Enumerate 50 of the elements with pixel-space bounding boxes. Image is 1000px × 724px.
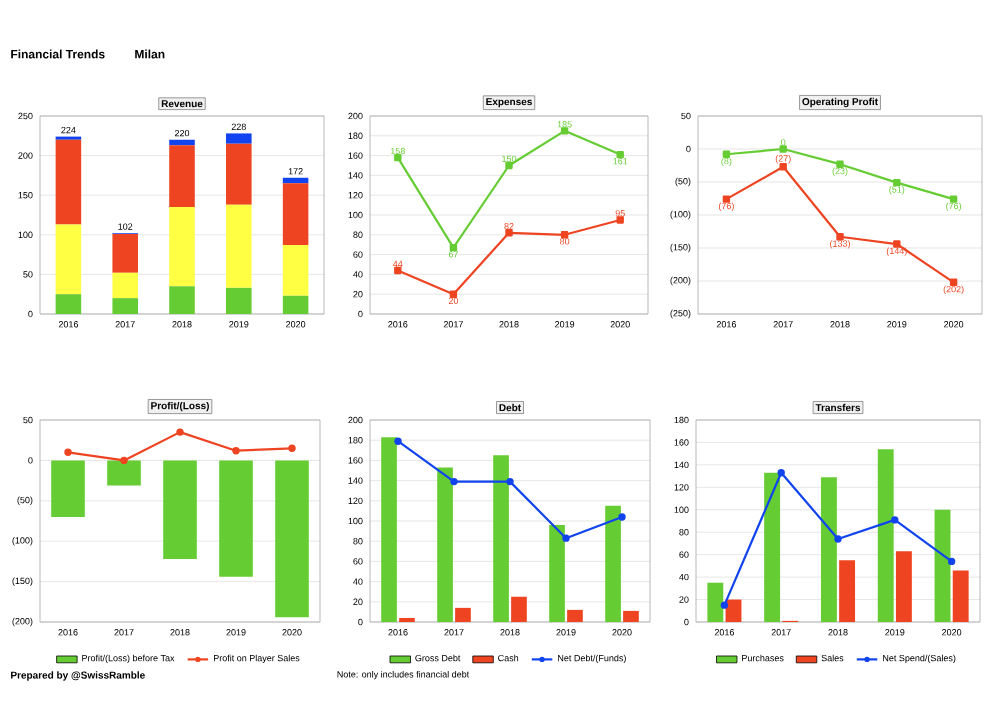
- bar: [934, 509, 951, 622]
- bar: [381, 437, 397, 622]
- bar: [226, 143, 252, 205]
- bar: [169, 139, 195, 146]
- bar: [605, 505, 621, 622]
- bar: [282, 295, 309, 314]
- bar: [112, 234, 138, 273]
- bar: [707, 582, 724, 622]
- bar: [839, 560, 856, 622]
- bar: [895, 551, 912, 622]
- point: [506, 477, 514, 486]
- bar: [226, 204, 252, 288]
- point: [947, 557, 956, 566]
- bar: [226, 287, 252, 314]
- bar: [55, 139, 82, 225]
- bar: [169, 207, 195, 287]
- bar: [764, 472, 781, 622]
- point: [232, 447, 240, 455]
- point: [834, 535, 842, 543]
- bar: [455, 607, 471, 622]
- point: [64, 448, 72, 457]
- bar: [623, 610, 639, 622]
- bar: [282, 245, 309, 296]
- bar: [877, 449, 894, 622]
- bar: [55, 224, 82, 295]
- point: [120, 456, 128, 465]
- bar: [282, 183, 309, 246]
- bar: [169, 286, 195, 314]
- bar: [112, 272, 138, 299]
- bar: [169, 145, 195, 208]
- point: [779, 145, 787, 153]
- bar: [820, 477, 837, 622]
- bar: [112, 298, 138, 314]
- bar: [567, 609, 583, 622]
- bar: [55, 294, 82, 314]
- bar: [226, 133, 252, 144]
- bar: [549, 525, 565, 622]
- bar: [437, 467, 453, 622]
- point: [562, 534, 570, 542]
- point: [450, 477, 458, 486]
- point: [618, 513, 626, 521]
- point: [176, 428, 184, 436]
- bar: [952, 570, 969, 622]
- point: [777, 469, 785, 477]
- point: [394, 437, 402, 445]
- bar: [511, 596, 527, 622]
- point: [288, 444, 296, 452]
- point: [891, 516, 899, 524]
- point: [720, 601, 729, 609]
- bar: [493, 455, 509, 622]
